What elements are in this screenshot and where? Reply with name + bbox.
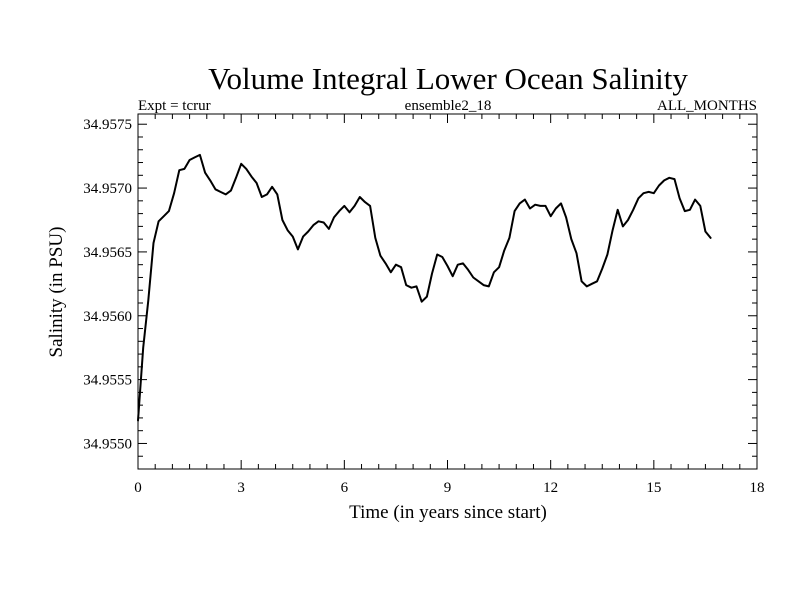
x-tick-label: 15 bbox=[646, 480, 661, 496]
y-tick-label: 34.9555 bbox=[83, 373, 132, 389]
x-tick-label: 6 bbox=[341, 480, 349, 496]
tick-labels: 0 3 6 9 12 15 18 34.9550 34.9555 34.9560 34.9565 34… bbox=[83, 117, 764, 496]
x-tick-label: 3 bbox=[237, 480, 245, 496]
y-tick-label: 34.9560 bbox=[83, 309, 132, 325]
plot-frame bbox=[137, 113, 758, 470]
y-axis-label: Salinity (in PSU) bbox=[46, 227, 67, 358]
y-tick-label: 34.9550 bbox=[83, 436, 132, 452]
ensemble-label: ensemble2_18 bbox=[405, 98, 492, 114]
salinity-series-line bbox=[137, 153, 712, 422]
x-tick-label: 18 bbox=[750, 480, 765, 496]
x-tick-label: 12 bbox=[543, 480, 558, 496]
x-tick-label: 9 bbox=[444, 480, 452, 496]
months-label: ALL_MONTHS bbox=[657, 98, 757, 114]
chart-title: Volume Integral Lower Ocean Salinity bbox=[208, 61, 688, 96]
x-tick-label: 0 bbox=[134, 480, 142, 496]
y-tick-label: 34.9565 bbox=[83, 245, 132, 261]
x-axis-label: Time (in years since start) bbox=[349, 502, 547, 523]
y-tick-label: 34.9575 bbox=[83, 117, 132, 133]
experiment-label: Expt = tcrur bbox=[138, 98, 211, 114]
y-tick-label: 34.9570 bbox=[83, 181, 132, 197]
axis-ticks bbox=[137, 114, 758, 470]
